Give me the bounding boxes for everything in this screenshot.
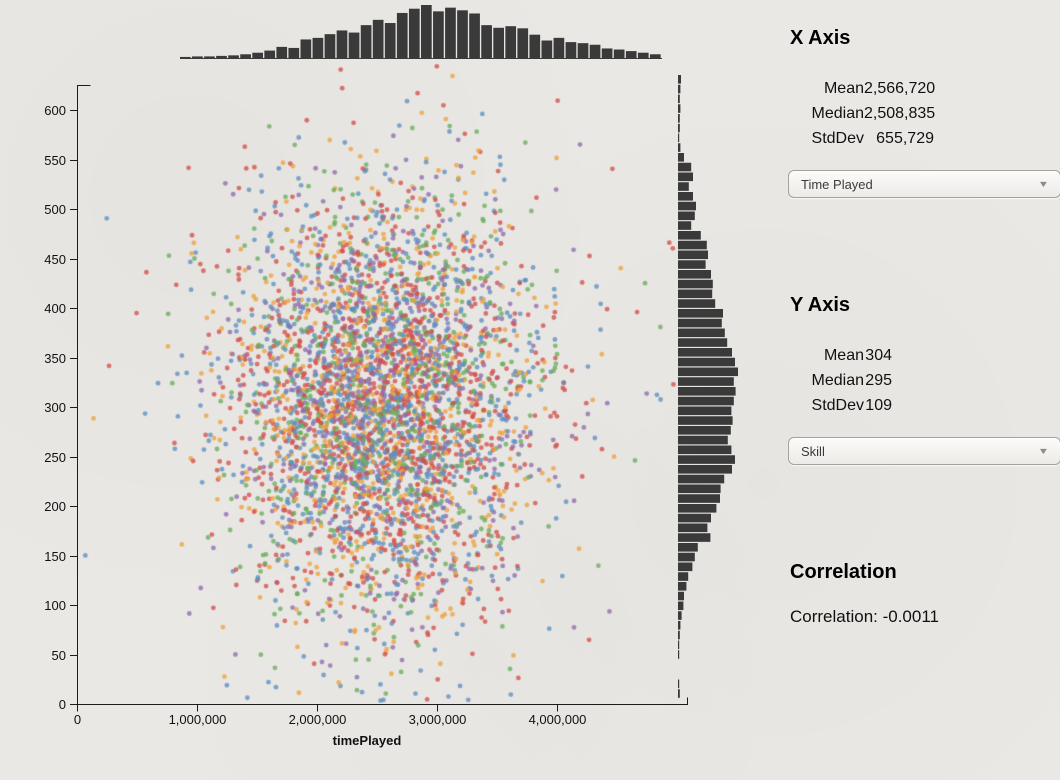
correlation-value: Correlation: -0.0011 — [790, 607, 939, 626]
y-mean-row: Mean 304 — [794, 343, 892, 368]
x-median-label: Median — [811, 104, 864, 122]
y-stddev-row: StdDev 109 — [794, 393, 892, 418]
y-median-row: Median 295 — [794, 368, 892, 393]
correlation-section-title: Correlation — [790, 561, 897, 583]
x-mean-label: Mean — [823, 79, 864, 97]
y-median-label: Median — [811, 371, 864, 389]
x-stddev-value: 655,729 — [876, 129, 934, 147]
y-stddev-label: StdDev — [811, 396, 864, 414]
chevron-down-icon: ▼ — [1037, 446, 1050, 456]
y-mean-value: 304 — [865, 346, 892, 364]
y-axis-dropdown-value: Skill — [801, 443, 825, 459]
y-median-value: 295 — [865, 371, 892, 389]
y-mean-label: Mean — [823, 346, 864, 364]
x-mean-value: 2,566,720 — [864, 79, 936, 97]
control-panel: X Axis Mean 2,566,720 Median 2,508,835 S… — [788, 0, 1060, 780]
y-axis-field-dropdown[interactable]: Skill ▼ — [788, 437, 1060, 465]
x-stddev-row: StdDev 655,729 — [794, 126, 934, 151]
x-axis-stats: Mean 2,566,720 Median 2,508,835 StdDev 6… — [794, 76, 936, 151]
x-median-value: 2,508,835 — [864, 104, 936, 122]
y-axis-stats: Mean 304 Median 295 StdDev 109 — [794, 343, 892, 418]
x-mean-row: Mean 2,566,720 — [794, 76, 936, 101]
x-axis-dropdown-value: Time Played — [801, 176, 873, 192]
y-axis-section-title: Y Axis — [790, 294, 851, 316]
x-axis-section-title: X Axis — [790, 27, 851, 49]
y-stddev-value: 109 — [865, 396, 892, 414]
x-median-row: Median 2,508,835 — [794, 101, 936, 126]
x-stddev-label: StdDev — [811, 129, 864, 147]
x-axis-title: timePlayed — [332, 733, 402, 748]
chevron-down-icon: ▼ — [1037, 179, 1050, 189]
x-axis-field-dropdown[interactable]: Time Played ▼ — [788, 170, 1060, 198]
